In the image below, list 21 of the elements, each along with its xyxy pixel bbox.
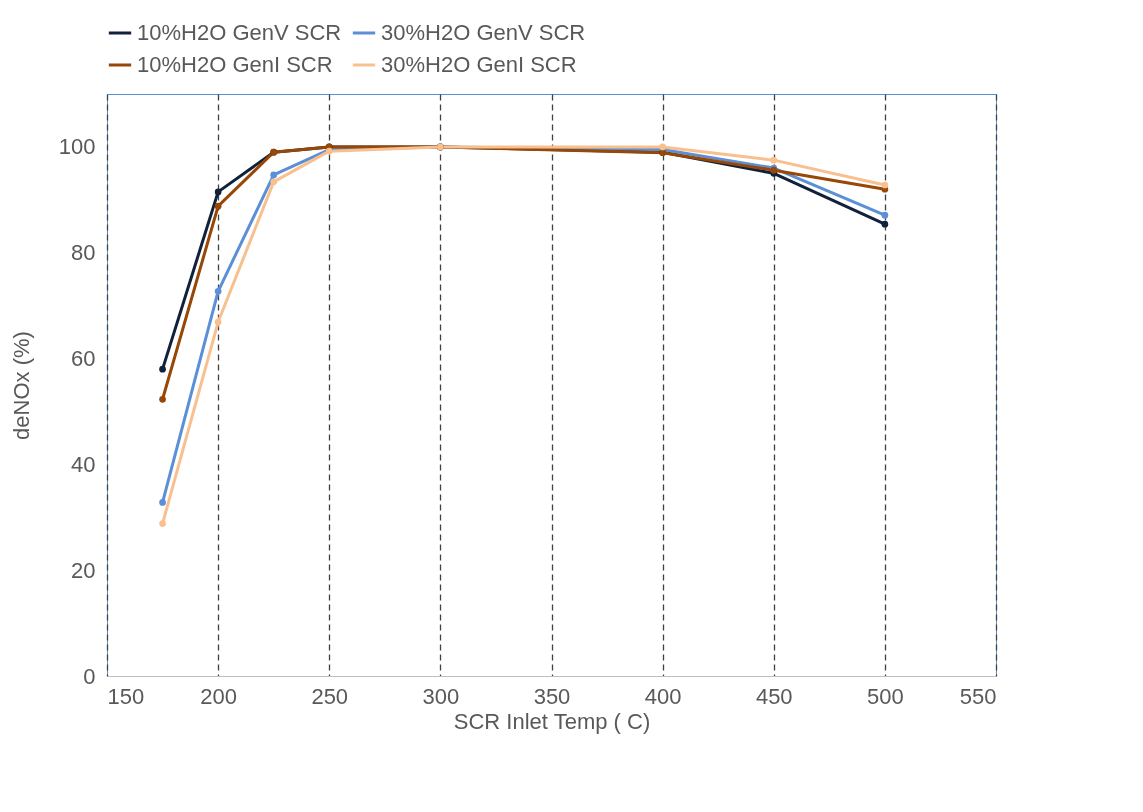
x-axis-title: SCR Inlet Temp ( C) xyxy=(453,708,651,734)
x-tick-label: 550 xyxy=(959,683,997,709)
y-axis-title: deNOx (%) xyxy=(8,331,34,440)
x-tick-label: 200 xyxy=(200,683,237,709)
x-tick-label: 450 xyxy=(755,683,793,709)
legend-label: 30%H2O GenV SCR xyxy=(381,20,586,45)
y-tick-label: 20 xyxy=(71,557,96,583)
y-tick-label: 100 xyxy=(58,134,96,160)
y-tick-label: 0 xyxy=(83,663,96,689)
legend-label: 30%H2O GenI SCR xyxy=(381,52,577,77)
y-tick-label: 60 xyxy=(71,346,96,372)
x-tick-label: 300 xyxy=(422,683,460,709)
legend-label: 10%H2O GenV SCR xyxy=(137,20,342,45)
x-tick-label: 500 xyxy=(867,683,904,709)
legend-label: 10%H2O GenI SCR xyxy=(137,52,333,77)
y-tick-label: 80 xyxy=(71,240,96,266)
y-tick-label: 40 xyxy=(71,451,96,477)
x-tick-label: 150 xyxy=(107,683,145,709)
x-tick-label: 400 xyxy=(644,683,682,709)
x-tick-label: 350 xyxy=(533,683,571,709)
x-tick-label: 250 xyxy=(311,683,349,709)
